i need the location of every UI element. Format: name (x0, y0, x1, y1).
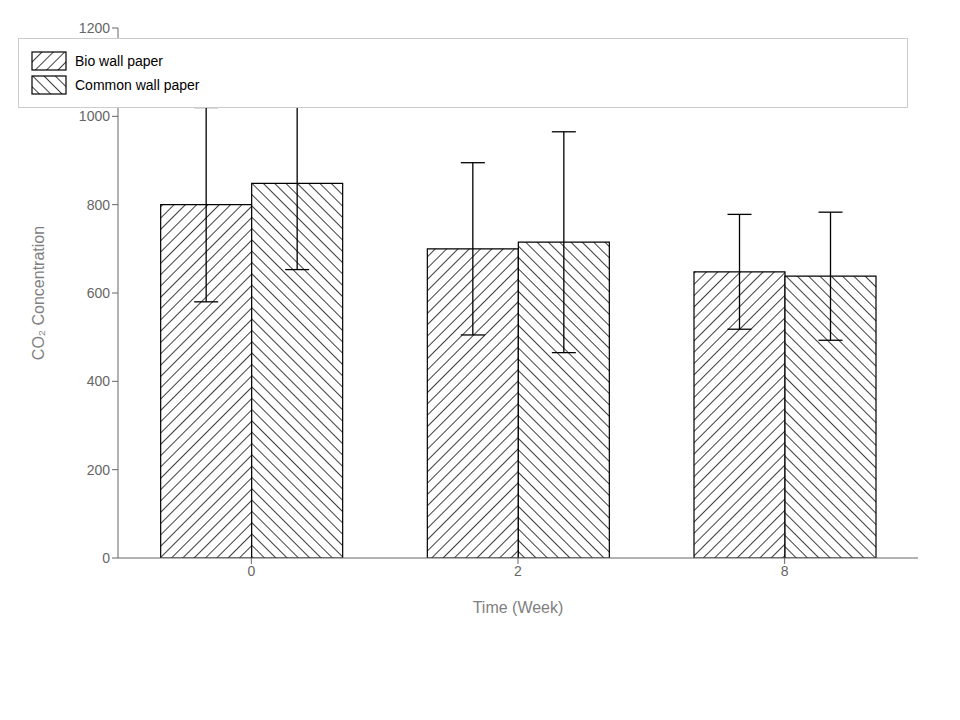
svg-text:Time (Week): Time (Week) (473, 599, 564, 616)
svg-text:600: 600 (87, 285, 111, 301)
svg-text:0: 0 (247, 563, 255, 579)
svg-text:CO₂ Concentration: CO₂ Concentration (30, 226, 47, 360)
html-text:Bio wall paper: Bio wall paper (75, 53, 163, 69)
html-text:Common wall paper: Common wall paper (75, 77, 200, 93)
svg-text:1000: 1000 (79, 108, 110, 124)
svg-text:1200: 1200 (79, 20, 110, 36)
svg-text:400: 400 (87, 373, 111, 389)
svg-text:8: 8 (781, 563, 789, 579)
svg-text:800: 800 (87, 197, 111, 213)
svg-text:200: 200 (87, 462, 111, 478)
svg-text:0: 0 (102, 550, 110, 566)
svg-text:2: 2 (514, 563, 522, 579)
